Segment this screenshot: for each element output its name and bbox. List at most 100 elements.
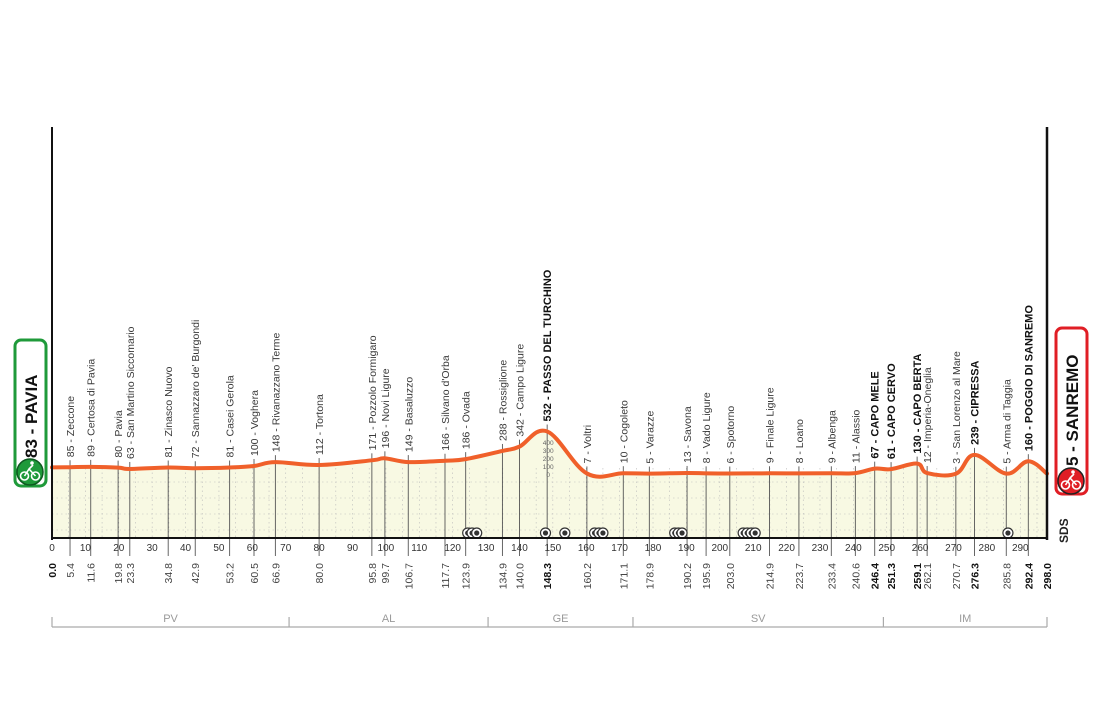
cyclist-icon (16, 458, 44, 486)
province-brackets: PV AL GE SV IM (51, 613, 1048, 628)
waypoint-label: 10 - Cogoleto (618, 400, 630, 463)
waypoint-km-label: 23.3 (125, 563, 137, 584)
tunnel-icon-core (752, 530, 758, 536)
elevation-profile-line (50, 428, 1049, 479)
waypoint-km-label: 190.2 (682, 563, 694, 589)
km-tick-label: 220 (778, 543, 795, 554)
province-label: AL (382, 613, 395, 625)
province-label: SV (751, 613, 766, 625)
km-tick-label: 160 (578, 543, 595, 554)
km-tick-label: 140 (511, 543, 528, 554)
waypoint-km-label: 292.4 (1023, 563, 1035, 589)
waypoint-label: 3 - San Lorenzo al Mare (951, 351, 963, 464)
waypoint-label: 148 - Rivanazzano Terme (270, 333, 282, 453)
waypoint-label: 130 - CAPO BERTA (912, 354, 924, 454)
waypoint-km-label: 223.7 (794, 563, 806, 589)
km-tick-label: 130 (478, 543, 495, 554)
start-label: 83 - PAVIA (22, 375, 41, 458)
waypoint-km-label: 148.3 (542, 563, 554, 589)
waypoint-label: 89 - Certosa di Pavia (86, 359, 98, 457)
km-tick-label: 250 (878, 543, 895, 554)
waypoint-km-label: 251.3 (886, 563, 898, 589)
km-tick-label: 270 (945, 543, 962, 554)
waypoint-label: 8 - Loano (794, 419, 806, 464)
waypoint-km-label: 240.6 (850, 563, 862, 589)
km-tick-labels: 0 10 20 30 40 50 60 70 80 90 100 110 120 130 140 150 160… (49, 543, 1029, 554)
waypoint-label: 5 - Varazze (644, 411, 656, 464)
tunnel-icon (676, 527, 688, 539)
waypoint-label: 186 - Ovada (461, 391, 473, 449)
waypoint-km-label: 270.7 (951, 563, 963, 589)
km-tick-label: 30 (147, 543, 159, 554)
waypoint-label: 12 - Imperia-Oneglia (922, 367, 934, 463)
waypoint-label: 7 - Voltri (582, 425, 594, 464)
waypoint-label: 5 - Arma di Taggia (1001, 379, 1013, 464)
km-tick-label: 180 (645, 543, 662, 554)
waypoint-km-label: 42.9 (190, 563, 202, 584)
tunnel-icon (1002, 527, 1014, 539)
waypoint-km-label: 95.8 (367, 563, 379, 584)
province-label: GE (553, 613, 569, 625)
waypoint-label: 81 - Casei Gerola (225, 375, 237, 457)
waypoint-km-label: 259.1 (912, 563, 924, 589)
km-tick-label: 150 (544, 543, 561, 554)
waypoint-label: 160 - POGGIO DI SANREMO (1023, 305, 1035, 452)
waypoint-label: 11 - Alassio (850, 409, 862, 463)
tunnel-icon (539, 527, 552, 539)
waypoint-label: 85 - Zeccone (65, 396, 77, 457)
waypoint-km-label: 5.4 (65, 563, 77, 578)
grid-lines (52, 468, 1047, 538)
waypoint-label: 532 - PASSO DEL TURCHINO (542, 269, 554, 421)
finish-label: 5 - SANREMO (1063, 355, 1082, 466)
province-label: PV (163, 613, 178, 625)
waypoint-label: 72 - Sannazzaro de' Burgondi (190, 320, 202, 459)
waypoint-label: 61 - CAPO CERVO (886, 363, 898, 459)
waypoint-label: 9 - Finale Ligure (765, 387, 777, 463)
waypoint-km-label: 99.7 (380, 563, 392, 584)
tunnel-icon (597, 527, 609, 539)
km-tick-label: 80 (314, 543, 326, 554)
km-tick-label: 110 (411, 543, 427, 554)
elevation-scale-tick: 200 (543, 456, 554, 463)
km-tick-label: 50 (213, 543, 225, 554)
elevation-scale-tick: 400 (543, 440, 554, 447)
waypoint-label: 171 - Pozzolo Formigaro (367, 335, 379, 450)
km-tick-label: 60 (247, 543, 259, 554)
waypoint-km-label: 66.9 (270, 563, 282, 584)
waypoint-km-label: 80.0 (314, 563, 326, 584)
waypoint-km-label: 246.4 (870, 563, 882, 589)
waypoint-labels: 85 - Zeccone 89 - Certosa di Pavia 80 - Pa… (65, 269, 1035, 464)
waypoint-label: 100 - Voghera (249, 390, 261, 456)
waypoint-km-label: 178.9 (644, 563, 656, 589)
waypoint-km-label: 0.0 (47, 563, 59, 578)
profile-fill (52, 430, 1047, 538)
km-tick-label: 200 (711, 543, 728, 554)
waypoint-km-label: 298.0 (1042, 563, 1054, 589)
waypoint-km-label: 203.0 (725, 563, 737, 589)
km-tick-label: 90 (347, 543, 359, 554)
elevation-scale-tick: 300 (543, 448, 554, 455)
waypoint-label: 342 - Campo Ligure (514, 344, 526, 437)
waypoint-km-label: 60.5 (249, 563, 261, 584)
tunnel-icon-core (474, 530, 480, 536)
waypoint-km-label: 123.9 (461, 563, 473, 589)
km-tick-label: 290 (1012, 543, 1029, 554)
waypoint-km-label: 195.9 (701, 563, 713, 589)
tunnel-icon-core (679, 530, 685, 536)
km-tick-label: 20 (113, 543, 125, 554)
tunnel-icon-core (562, 530, 568, 536)
waypoint-label: 80 - Pavia (113, 410, 125, 457)
tunnel-icon (559, 527, 571, 539)
waypoint-km-label: 140.0 (514, 563, 526, 589)
tunnel-icon (471, 527, 483, 539)
tunnel-icon-core (1005, 530, 1011, 536)
waypoint-label: 67 - CAPO MELE (870, 371, 882, 458)
km-tick-label: 260 (912, 543, 929, 554)
waypoint-label: 149 - Basaluzzo (403, 377, 415, 452)
tunnel-markers (462, 527, 1014, 539)
waypoint-km-label: 214.9 (765, 563, 777, 589)
km-tick-label: 120 (444, 543, 461, 554)
waypoint-label: 13 - Savona (682, 406, 694, 463)
finish-badge: 5 - SANREMO (1054, 326, 1089, 496)
